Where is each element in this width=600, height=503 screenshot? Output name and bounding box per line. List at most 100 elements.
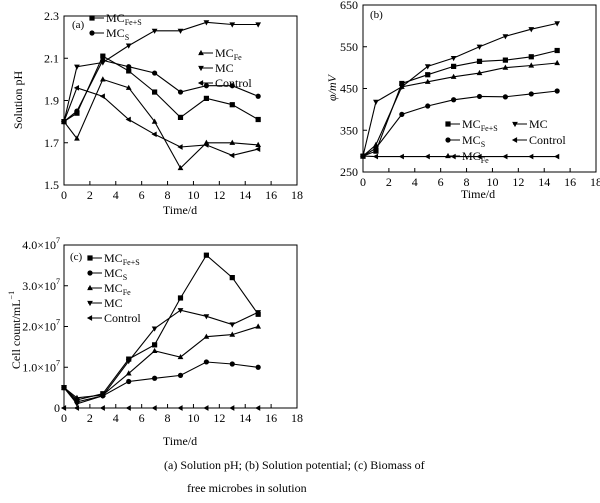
data-point	[372, 153, 379, 160]
data-point	[554, 88, 560, 94]
series-mc-fe	[61, 323, 262, 400]
legend-item: MCFe+S	[87, 251, 140, 267]
legend-label: MC	[104, 296, 123, 310]
data-point	[60, 405, 67, 411]
data-point	[125, 116, 131, 123]
x-tick-label: 10	[187, 411, 199, 425]
x-tick-label: 0	[360, 175, 366, 189]
data-point	[528, 54, 534, 60]
y-tick-label: 450	[340, 82, 358, 96]
y-axis-label: Solution pH	[11, 70, 25, 129]
data-point	[151, 131, 157, 138]
y-tick-label: 2.3	[44, 9, 59, 23]
legend-item: MCS	[89, 26, 129, 42]
x-tick-label: 10	[486, 175, 498, 189]
data-point	[373, 99, 379, 105]
data-point	[203, 95, 209, 101]
legend-item: MCFe+S	[445, 117, 498, 133]
data-point	[151, 326, 158, 332]
y-tick-label: 350	[340, 123, 358, 137]
data-point	[502, 34, 509, 40]
data-point	[203, 83, 209, 89]
data-point	[151, 118, 158, 124]
data-point	[203, 405, 209, 411]
legend-item: MCFe	[87, 281, 131, 297]
legend-item: MC	[87, 296, 123, 310]
data-point	[502, 64, 509, 70]
caption-line-2: free microbes in solution	[187, 481, 307, 495]
y-tick-label: 1.7	[44, 136, 59, 150]
data-point	[229, 22, 236, 28]
data-point	[554, 47, 560, 54]
legend-marker	[87, 255, 93, 261]
series-line	[63, 254, 259, 401]
y-axis-label: φ/mV	[325, 73, 339, 101]
x-tick-label: 10	[187, 188, 199, 202]
series-control	[359, 153, 560, 160]
data-point	[177, 164, 184, 171]
legend-item: MCFe+S	[89, 11, 142, 27]
legend-marker	[445, 152, 451, 159]
y-tick-label: 550	[340, 40, 358, 54]
chart-panel-1: 0 2 4 6 8 10 12 14 16 18 1.5 1.7 1.9 2.1 2.3 (a) Time/d S…	[11, 9, 303, 217]
y-tick-label: 650	[340, 0, 358, 12]
data-point	[398, 153, 404, 160]
data-point	[424, 153, 430, 160]
data-point	[177, 308, 184, 314]
x-tick-label: 12	[512, 175, 524, 189]
series-mc	[61, 308, 262, 408]
legend-item: MCFe	[445, 149, 489, 165]
x-tick-label: 2	[386, 175, 392, 189]
data-point	[502, 57, 508, 63]
data-point	[152, 70, 158, 76]
data-point	[255, 364, 261, 370]
data-point	[125, 359, 132, 365]
data-point	[528, 153, 534, 160]
data-point	[476, 44, 483, 50]
x-tick-label: 16	[265, 188, 277, 202]
data-point	[373, 148, 379, 154]
data-point	[359, 153, 366, 159]
data-point	[125, 405, 131, 411]
data-point	[100, 53, 106, 59]
data-point	[177, 114, 184, 120]
data-point	[74, 394, 80, 400]
legend-item: MC	[512, 117, 548, 131]
x-tick-label: 18	[291, 411, 303, 425]
data-point	[177, 295, 184, 301]
legend-marker	[511, 137, 518, 143]
data-point	[177, 405, 183, 411]
legend-label: MCFe+S	[104, 251, 140, 267]
data-point	[528, 27, 535, 33]
legend-label: MCS	[106, 26, 129, 42]
legend-item: MCS	[445, 133, 485, 149]
y-axis-label: Cell count/mL−1	[7, 291, 23, 369]
data-point	[373, 141, 379, 147]
y-tick-label: 1.0×107	[22, 358, 60, 374]
x-axis-label: Time/d	[163, 203, 197, 217]
y-tick-label: 1.5	[44, 178, 59, 192]
data-point	[177, 144, 183, 150]
data-point	[399, 111, 405, 117]
panel-label: (a)	[72, 19, 85, 31]
series-control	[60, 405, 261, 411]
data-point	[476, 93, 483, 100]
legend-item: Control	[197, 76, 252, 90]
legend-label: Control	[104, 311, 141, 325]
data-point	[476, 69, 483, 76]
data-point	[476, 153, 482, 160]
x-tick-label: 18	[291, 188, 303, 202]
x-tick-label: 14	[239, 188, 251, 202]
data-point	[399, 80, 405, 87]
data-point	[450, 55, 457, 62]
data-point	[125, 84, 132, 90]
data-point	[229, 102, 235, 108]
data-point	[255, 405, 261, 411]
panel-label: (b)	[370, 9, 383, 21]
y-tick-label: 3.0×107	[22, 277, 60, 293]
y-tick-label: 250	[340, 165, 358, 179]
legend-marker	[87, 284, 93, 291]
